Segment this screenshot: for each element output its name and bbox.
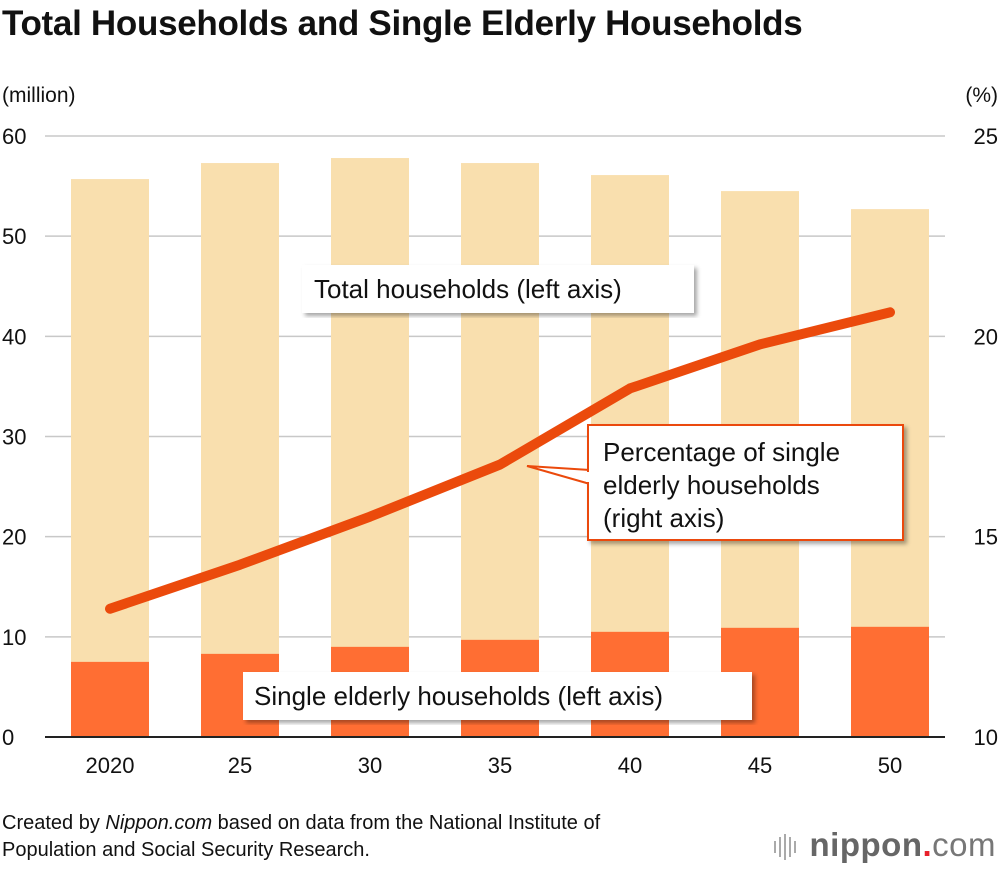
x-tick-label: 30	[358, 753, 382, 778]
line-point	[369, 515, 371, 518]
left-tick-label: 50	[2, 224, 26, 249]
line-point	[499, 463, 501, 466]
right-tick-label: 10	[974, 725, 998, 750]
logo-name: nippon	[809, 826, 923, 863]
line-point	[629, 387, 631, 390]
left-tick-label: 10	[2, 625, 26, 650]
bar-total-households	[201, 163, 279, 738]
left-tick-label: 30	[2, 425, 26, 450]
left-tick-label: 20	[2, 525, 26, 550]
bar-total-households	[71, 179, 149, 738]
legend-percentage-line: Percentage of single	[603, 437, 840, 467]
line-point	[109, 607, 111, 610]
x-tick-label: 45	[748, 753, 772, 778]
legend-percentage-line: elderly households	[603, 470, 820, 500]
nippon-logo: nippon.com	[772, 826, 996, 864]
bar-single-elderly-households	[851, 626, 929, 737]
logo-bars-icon	[773, 834, 796, 861]
legend-total-households: Total households (left axis)	[314, 274, 622, 304]
x-tick-label: 50	[878, 753, 902, 778]
source-brand: Nippon.com	[105, 812, 213, 834]
line-point	[759, 343, 761, 346]
label-box-total	[302, 265, 694, 313]
x-tick-label: 25	[228, 753, 252, 778]
label-box-single	[243, 672, 752, 720]
label-box-percentage	[587, 424, 904, 541]
source-suffix: based on data from the National Institut…	[212, 812, 601, 834]
bar-total-households	[331, 158, 409, 737]
source-note: Created by Nippon.com based on data from…	[2, 810, 600, 864]
x-tick-label: 35	[488, 753, 512, 778]
legend-percentage-line: (right axis)	[603, 503, 724, 533]
left-axis-unit: (million)	[2, 84, 76, 107]
logo-dot: .	[922, 826, 933, 863]
bar-single-elderly-households	[71, 661, 149, 737]
left-tick-label: 0	[2, 725, 14, 750]
left-tick-label: 40	[2, 324, 26, 349]
source-line2: Population and Social Security Research.	[2, 839, 370, 861]
line-point	[889, 311, 891, 314]
chart-title: Total Households and Single Elderly Hous…	[2, 4, 803, 43]
legend-single-elderly-households: Single elderly households (left axis)	[254, 681, 663, 711]
logo-com: com	[932, 826, 996, 863]
source-prefix: Created by	[2, 812, 106, 834]
right-axis-unit: (%)	[965, 84, 998, 107]
right-tick-label: 20	[974, 324, 998, 349]
line-point	[239, 563, 241, 566]
callout-pointer-mask	[586, 472, 592, 482]
x-tick-label: 2020	[86, 753, 135, 778]
right-tick-label: 15	[974, 525, 998, 550]
left-tick-label: 60	[2, 124, 26, 149]
right-tick-label: 25	[974, 124, 998, 149]
x-tick-label: 40	[618, 753, 642, 778]
